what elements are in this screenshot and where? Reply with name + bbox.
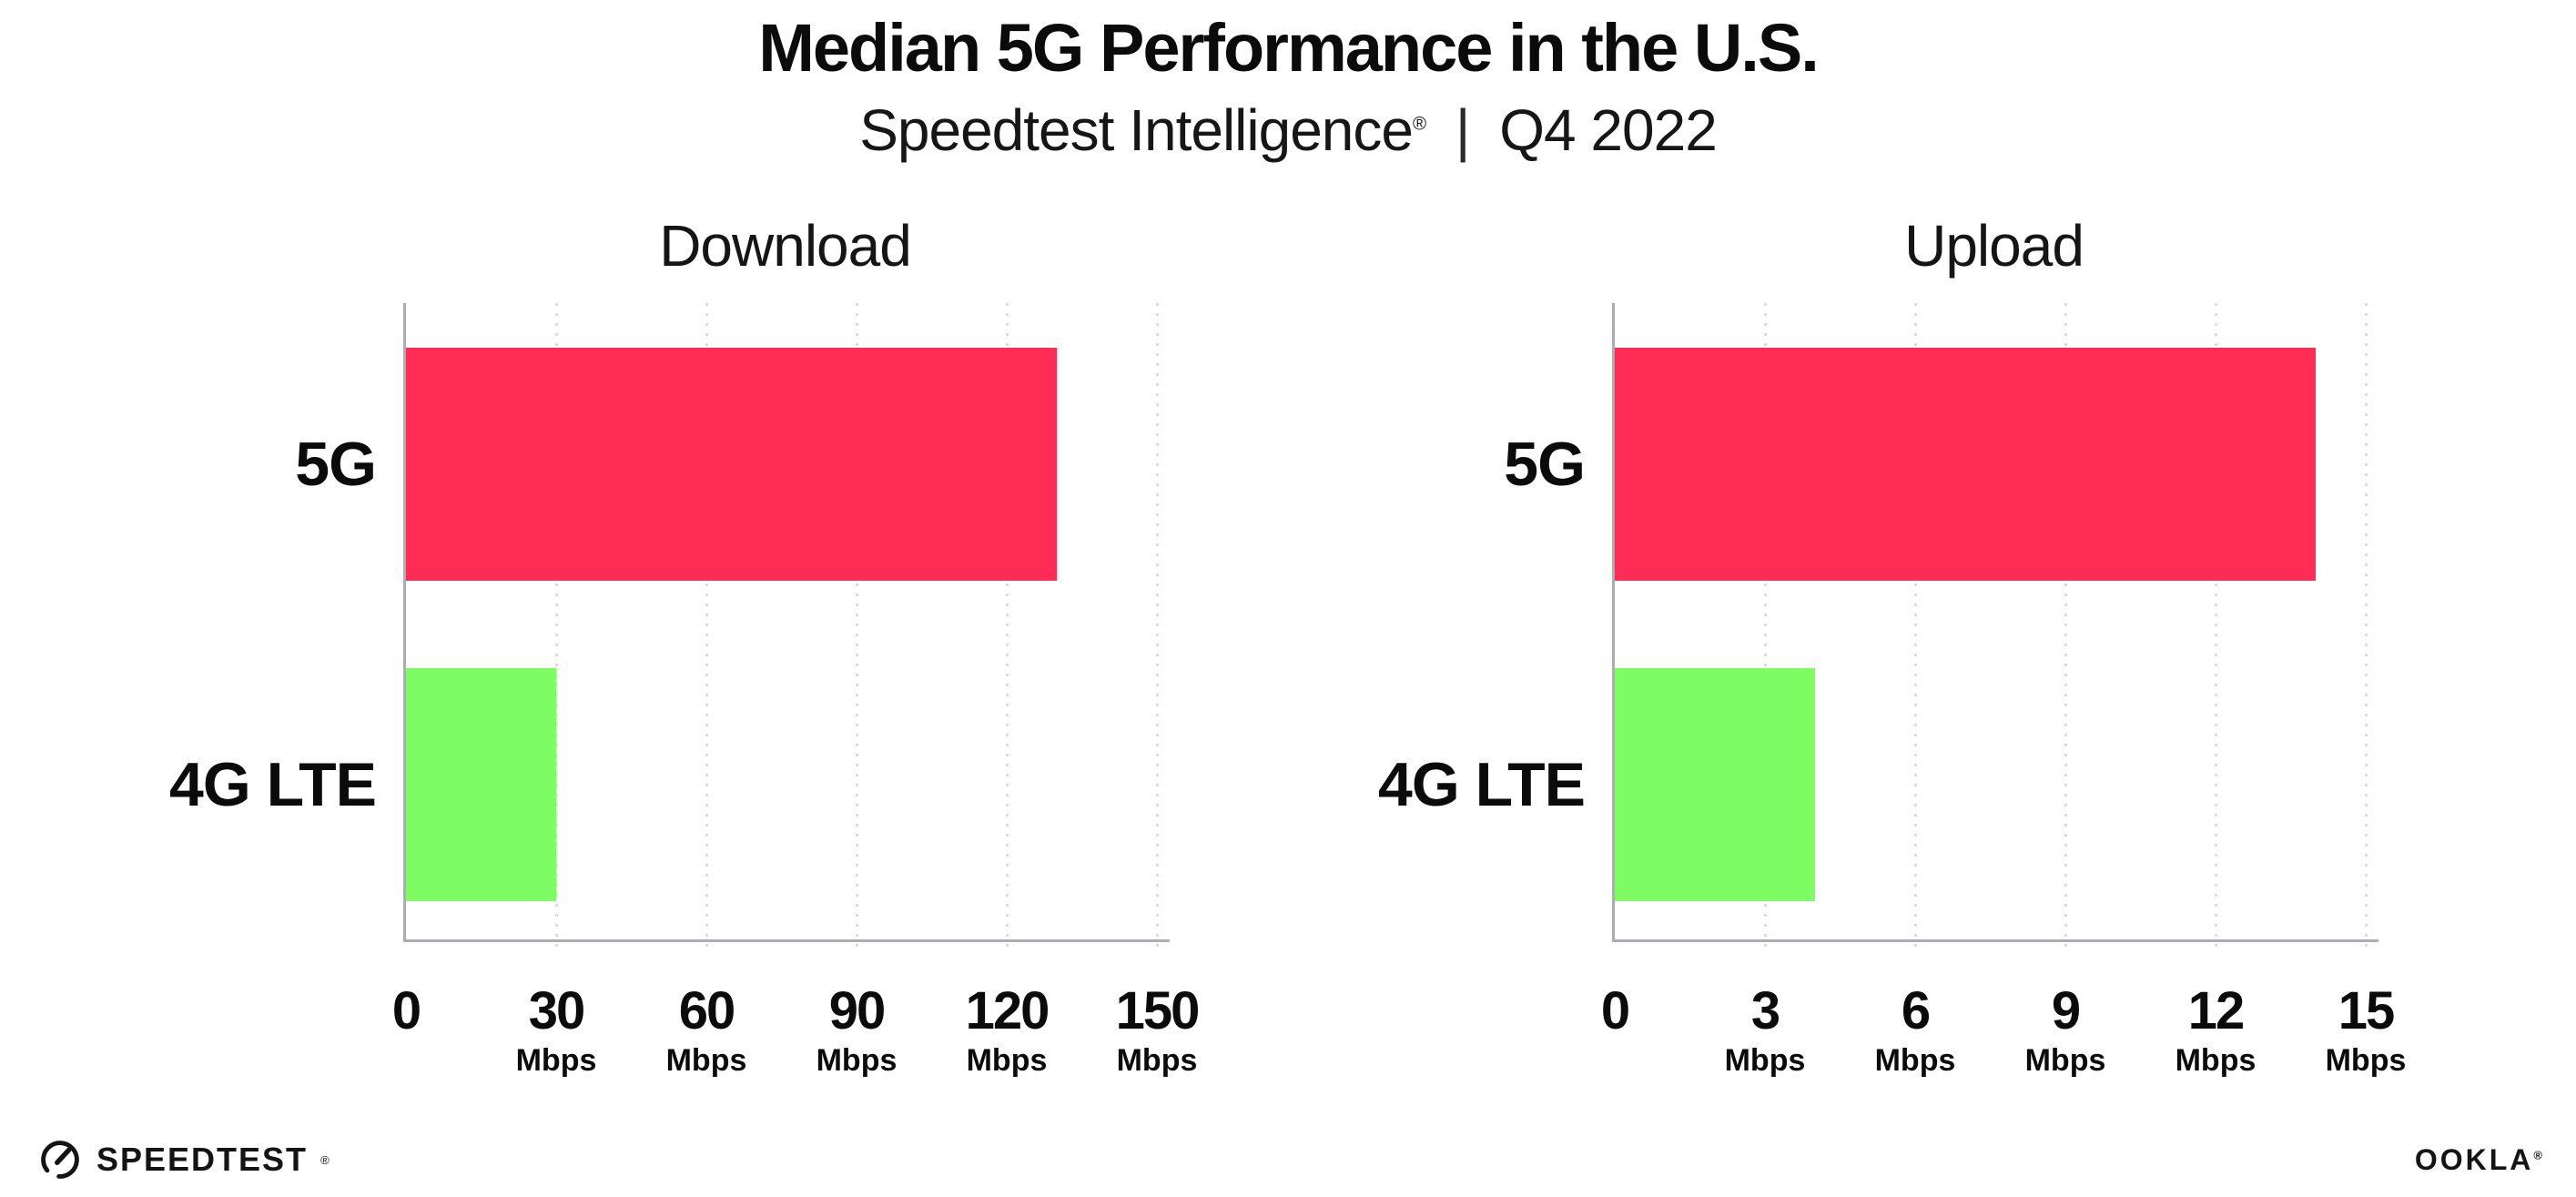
x-tick-value: 150 — [1115, 981, 1201, 1040]
speedtest-gauge-icon — [41, 1141, 79, 1179]
gridline-90 — [856, 303, 858, 949]
x-tick-0: 0 — [1533, 983, 1697, 1040]
x-tick-30: 30 Mbps — [474, 981, 638, 1079]
gridline-60 — [705, 303, 708, 949]
x-tick-unit: Mbps — [515, 1043, 597, 1078]
speedtest-wordmark: SPEEDTEST — [96, 1141, 309, 1178]
x-tick-90: 90 Mbps — [775, 981, 938, 1079]
x-tick-150: 150 Mbps — [1075, 981, 1239, 1079]
x-tick-value: 0 — [391, 981, 421, 1040]
x-tick-value: 30 — [528, 981, 586, 1040]
x-tick-unit: Mbps — [1874, 1043, 1956, 1078]
x-tick-unit: Mbps — [2175, 1043, 2257, 1078]
x-tick-12: 12 Mbps — [2134, 981, 2297, 1079]
x-tick-value: 6 — [1901, 981, 1931, 1040]
x-tick-unit: Mbps — [816, 1043, 898, 1078]
download-chart: Download 5G 4G LTE 0 30 Mbps 60 Mbps 90 Mbps 120 M… — [169, 213, 1200, 1078]
subtitle-period: Q4 2022 — [1499, 97, 1718, 163]
category-label-4g-lte: 4G LTE — [1378, 750, 1586, 819]
x-tick-value: 90 — [828, 981, 887, 1040]
x-tick-0: 0 — [324, 983, 488, 1040]
x-tick-6: 6 Mbps — [1833, 981, 1997, 1079]
gridline-3 — [1764, 303, 1767, 949]
x-tick-9: 9 Mbps — [1983, 981, 2147, 1079]
bar-4g-lte — [406, 668, 556, 901]
category-label-5g: 5G — [295, 430, 377, 499]
x-tick-3: 3 Mbps — [1683, 981, 1847, 1079]
x-tick-unit: Mbps — [1116, 1043, 1198, 1078]
gridline-12 — [2215, 303, 2217, 949]
x-tick-120: 120 Mbps — [925, 981, 1089, 1079]
x-tick-60: 60 Mbps — [624, 981, 788, 1079]
page-title: Median 5G Performance in the U.S. — [758, 10, 1820, 86]
subtitle-separator: | — [1455, 97, 1471, 163]
x-tick-unit: Mbps — [665, 1043, 747, 1078]
gridline-150 — [1156, 303, 1159, 949]
bar-4g-lte — [1615, 668, 1815, 901]
upload-chart: Upload 5G 4G LTE 0 3 Mbps 6 Mbps 9 Mbps 12 Mbps 15 M… — [1378, 213, 2406, 1078]
speedtest-logo: SPEEDTEST ® — [36, 1136, 330, 1183]
x-tick-value: 3 — [1750, 981, 1780, 1040]
x-tick-15: 15 Mbps — [2284, 981, 2448, 1079]
subtitle-brand: Speedtest Intelligence — [859, 97, 1414, 163]
upload-chart-title: Upload — [1904, 213, 2084, 279]
gridline-9 — [2064, 303, 2067, 949]
page-subtitle: Speedtest Intelligence® | Q4 2022 — [0, 96, 2576, 164]
speedtest-registered-mark: ® — [320, 1152, 330, 1167]
gridline-6 — [1914, 303, 1917, 949]
ookla-registered-mark: ® — [2533, 1148, 2545, 1162]
ookla-wordmark: OOKLA — [2414, 1143, 2534, 1176]
x-tick-unit: Mbps — [2024, 1043, 2106, 1078]
x-tick-unit: Mbps — [966, 1043, 1048, 1078]
x-tick-unit: Mbps — [2325, 1043, 2407, 1078]
x-tick-value: 12 — [2187, 981, 2246, 1040]
header: Median 5G Performance in the U.S. Speedt… — [0, 15, 2576, 164]
x-tick-value: 15 — [2338, 981, 2396, 1040]
x-tick-value: 9 — [2051, 981, 2081, 1040]
gridline-120 — [1006, 303, 1009, 949]
x-tick-unit: Mbps — [1724, 1043, 1806, 1078]
x-tick-value: 0 — [1600, 981, 1630, 1040]
bar-5g — [406, 348, 1057, 581]
bar-5g — [1615, 348, 2316, 581]
category-label-4g-lte: 4G LTE — [169, 750, 377, 819]
registered-mark: ® — [1412, 113, 1426, 135]
category-label-5g: 5G — [1504, 430, 1586, 499]
x-tick-value: 120 — [965, 981, 1050, 1040]
gridline-30 — [555, 303, 558, 949]
x-tick-value: 60 — [678, 981, 736, 1040]
gridline-15 — [2365, 303, 2368, 949]
download-chart-title: Download — [659, 213, 912, 279]
ookla-logo: OOKLA® — [2415, 1143, 2545, 1177]
